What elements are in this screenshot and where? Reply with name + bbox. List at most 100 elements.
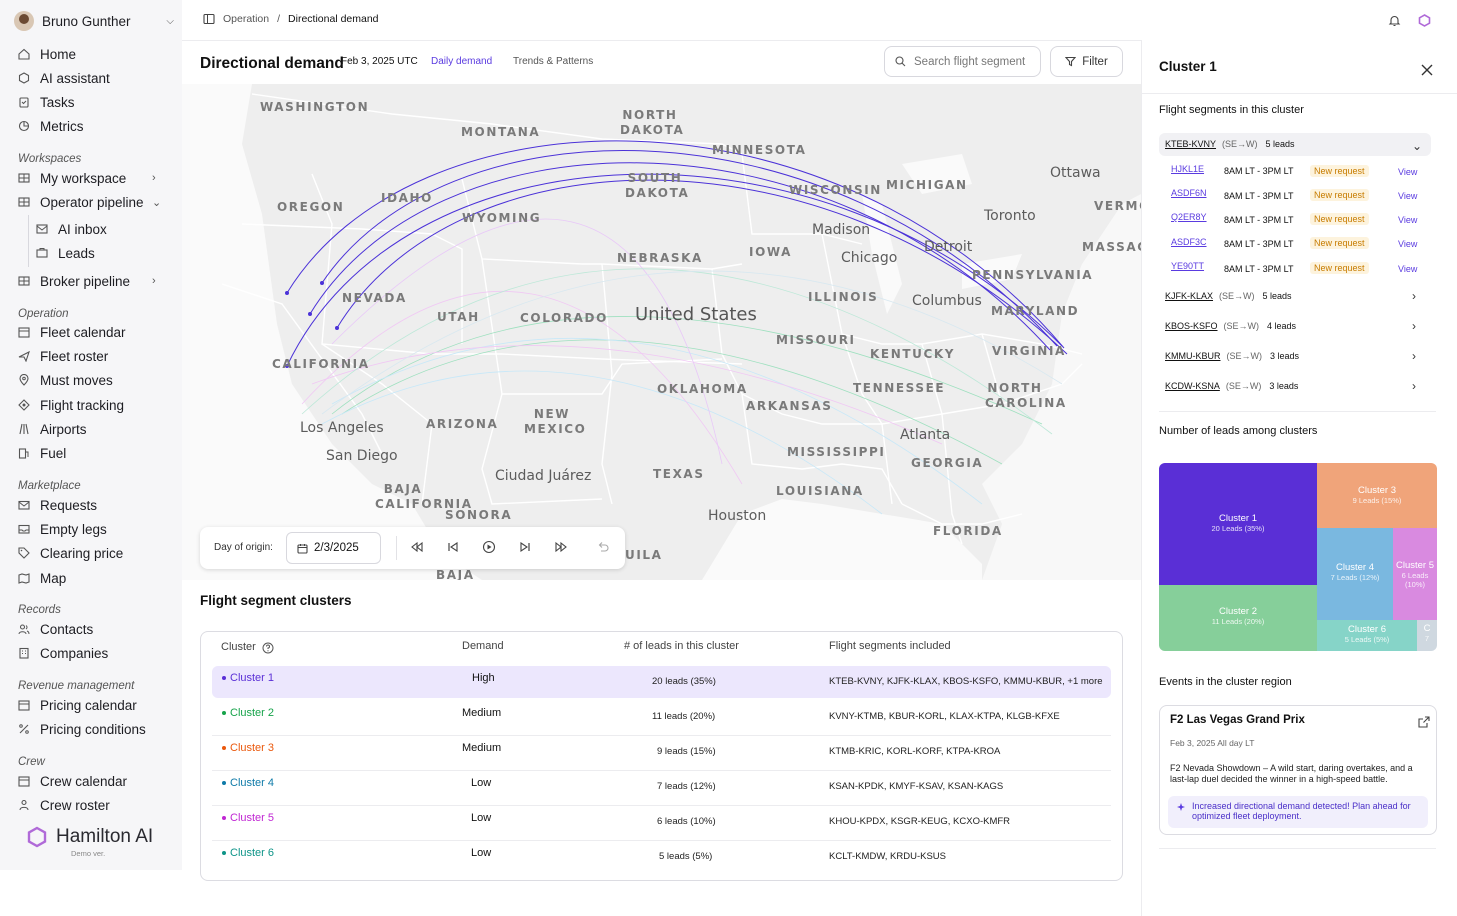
sidebar-item-pricing-conditions[interactable]: Pricing conditions — [18, 719, 146, 739]
sidebar-item-fleet-roster[interactable]: Fleet roster — [18, 346, 108, 366]
skip-forward-icon[interactable] — [518, 540, 532, 554]
segment-row-expanded[interactable] — [1159, 133, 1431, 156]
filter-button[interactable]: Filter — [1050, 46, 1123, 77]
demand-level: Low — [471, 847, 492, 859]
row-divider — [212, 770, 1111, 771]
sidebar-item-ai-assistant[interactable]: AI assistant — [18, 68, 110, 88]
sidebar-item-my-workspace[interactable]: My workspace › — [18, 168, 156, 188]
table-row[interactable]: Cluster 5 Low 6 leads (10%) KHOU-KPDX, K… — [212, 806, 1111, 838]
search-input[interactable]: Search flight segment — [884, 46, 1041, 77]
sidebar-item-metrics[interactable]: Metrics — [18, 116, 84, 136]
lead-code[interactable]: HJKL1E — [1171, 164, 1205, 174]
view-link[interactable]: View — [1398, 239, 1418, 249]
sidebar-item-fleet-calendar[interactable]: Fleet calendar — [18, 322, 126, 342]
event-date: Feb 3, 2025 All day LT — [1170, 738, 1255, 748]
breadcrumb-parent[interactable]: Operation — [223, 13, 270, 25]
sidebar-item-requests[interactable]: Requests — [18, 495, 97, 515]
sparkle-icon — [18, 72, 30, 84]
tab-daily-demand[interactable]: Daily demand — [431, 56, 493, 67]
bell-icon[interactable] — [1388, 14, 1401, 27]
sidebar-item-operator-pipeline[interactable]: Operator pipeline ⌄ — [18, 192, 161, 212]
table-row[interactable]: Cluster 6 Low 5 leads (5%) KCLT-KMDW, KR… — [212, 841, 1111, 873]
help-icon[interactable] — [262, 642, 274, 654]
table-row[interactable]: Cluster 4 Low 7 leads (12%) KSAN-KPDK, K… — [212, 771, 1111, 803]
event-card[interactable]: F2 Las Vegas Grand Prix Feb 3, 2025 All … — [1159, 705, 1437, 835]
lead-code[interactable]: ASDF6N — [1171, 188, 1207, 198]
sidebar-item-home[interactable]: Home — [18, 44, 76, 64]
sidebar-item-map[interactable]: Map — [18, 568, 66, 588]
sidebar-item-airports[interactable]: Airports — [18, 419, 87, 439]
view-link[interactable]: View — [1398, 191, 1418, 201]
clusters-table-title: Flight segment clusters — [200, 593, 352, 608]
sidebar-item-clearing-price[interactable]: Clearing price — [18, 543, 123, 563]
lead-code[interactable]: Q2ER8Y — [1171, 212, 1207, 222]
cluster-name: Cluster 2 — [222, 707, 274, 719]
chevron-right-icon[interactable]: › — [1412, 319, 1416, 333]
lead-code[interactable]: ASDF3C — [1171, 237, 1207, 247]
skip-back-icon[interactable] — [446, 540, 460, 554]
table-row[interactable]: Cluster 1 High 20 leads (35%) KTEB-KVNY,… — [212, 666, 1111, 698]
view-link[interactable]: View — [1398, 264, 1418, 274]
sidebar-item-must-moves[interactable]: Must moves — [18, 370, 113, 390]
segment-row[interactable]: KCDW-KSNA (SE→W) 3 leads — [1165, 381, 1299, 391]
segment-row[interactable]: KMMU-KBUR (SE→W) 3 leads — [1165, 351, 1300, 361]
demand-map[interactable]: WASHINGTON MONTANA NORTH DAKOTA MINNESOT… — [182, 84, 1141, 580]
map-label-state: BAJA — [436, 568, 475, 580]
sidebar-item-tasks[interactable]: Tasks — [18, 92, 75, 112]
sidebar-item-companies[interactable]: Companies — [18, 643, 108, 663]
sidebar-item-crew-roster[interactable]: Crew roster — [18, 795, 110, 815]
sidebar-item-ai-inbox[interactable]: AI inbox — [36, 219, 107, 239]
sidebar-item-contacts[interactable]: Contacts — [18, 619, 93, 639]
view-link[interactable]: View — [1398, 215, 1418, 225]
map-label-state: FLORIDA — [933, 524, 1003, 538]
segment-row[interactable]: KJFK-KLAX (SE→W) 5 leads — [1165, 291, 1292, 301]
tag-icon — [18, 547, 30, 559]
play-icon[interactable] — [482, 540, 496, 554]
fast-forward-icon[interactable] — [554, 540, 568, 554]
treemap-cell-cluster-2[interactable]: Cluster 2 11 Leads (20%) — [1159, 585, 1317, 651]
cluster-1-routes — [286, 140, 1068, 367]
sidebar-item-pricing-calendar[interactable]: Pricing calendar — [18, 695, 137, 715]
reset-icon[interactable] — [596, 540, 610, 554]
users-icon — [18, 623, 30, 635]
sidebar-item-fuel[interactable]: Fuel — [18, 443, 66, 463]
table-row[interactable]: Cluster 3 Medium 9 leads (15%) KTMB-KRIC… — [212, 736, 1111, 768]
timeline-control: Day of origin: 2/3/2025 — [200, 527, 625, 569]
demand-level: Medium — [462, 707, 502, 719]
rewind-icon[interactable] — [410, 540, 424, 554]
sidebar-item-crew-calendar[interactable]: Crew calendar — [18, 771, 127, 791]
segment-row[interactable]: KBOS-KSFO (SE→W) 4 leads — [1165, 321, 1297, 331]
lead-code[interactable]: YE90TT — [1171, 261, 1205, 271]
close-icon[interactable] — [1420, 63, 1434, 77]
chevron-right-icon[interactable]: › — [1412, 349, 1416, 363]
external-link-icon[interactable] — [1418, 716, 1430, 728]
treemap-cell-cluster-1[interactable]: Cluster 1 20 Leads (35%) — [1159, 463, 1317, 585]
tab-trends-patterns[interactable]: Trends & Patterns — [513, 56, 594, 67]
chevron-right-icon[interactable]: › — [1412, 379, 1416, 393]
sidebar-item-flight-tracking[interactable]: Flight tracking — [18, 395, 124, 415]
table-row[interactable]: Cluster 2 Medium 11 leads (20%) KVNY-KTM… — [212, 701, 1111, 733]
map-label-state: BAJA CALIFORNIA — [375, 482, 473, 511]
map-label-state: SOUTH DAKOTA — [625, 171, 690, 200]
sidebar-item-leads[interactable]: Leads — [36, 243, 95, 263]
cluster-color-dot — [222, 816, 226, 820]
sidebar-item-empty-legs[interactable]: Empty legs — [18, 519, 107, 539]
cluster-color-dot — [222, 711, 226, 715]
segment-row[interactable]: KTEB-KVNY (SE→W) 5 leads — [1165, 139, 1295, 149]
assistant-logo-icon[interactable] — [1418, 14, 1431, 27]
user-name: Bruno Gunther — [42, 13, 131, 29]
sidebar-toggle-icon[interactable] — [203, 13, 215, 25]
sidebar-item-broker-pipeline[interactable]: Broker pipeline › — [18, 271, 156, 291]
user-menu[interactable]: Bruno Gunther ⌵ — [14, 8, 174, 34]
map-label-state: KENTUCKY — [870, 347, 956, 361]
date-picker[interactable]: 2/3/2025 — [286, 532, 381, 564]
chevron-down-icon[interactable]: ⌄ — [1412, 139, 1423, 153]
view-link[interactable]: View — [1398, 167, 1418, 177]
event-description: F2 Nevada Showdown – A wild start, darin… — [1170, 763, 1413, 784]
chevron-right-icon[interactable]: › — [1412, 289, 1416, 303]
